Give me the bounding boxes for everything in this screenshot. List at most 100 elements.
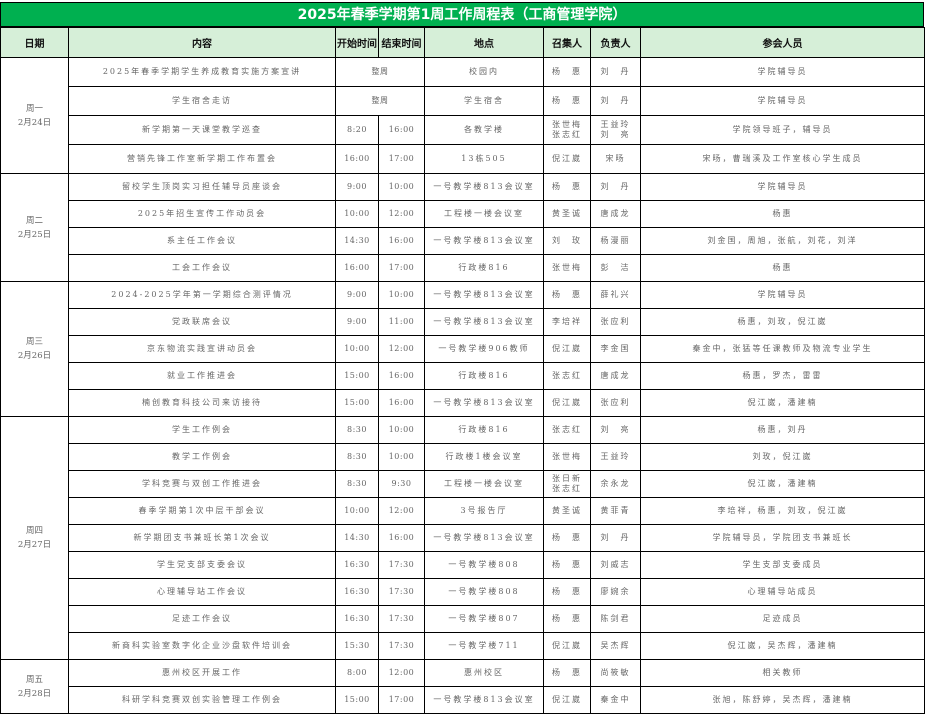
location-cell[interactable]: 一号教学楼711 bbox=[424, 632, 544, 660]
location-cell[interactable]: 一号教学楼813会议室 bbox=[424, 308, 544, 336]
responsible-cell[interactable]: 刘 亮 bbox=[590, 416, 641, 444]
location-cell[interactable]: 学生宿舍 bbox=[424, 86, 544, 116]
start-time-cell[interactable]: 15:00 bbox=[335, 389, 379, 417]
start-time-cell[interactable]: 8:00 bbox=[335, 659, 379, 687]
end-time-cell[interactable]: 16:00 bbox=[378, 524, 425, 552]
end-time-cell[interactable]: 10:00 bbox=[378, 443, 425, 471]
header-content[interactable]: 内容 bbox=[68, 27, 336, 58]
location-cell[interactable]: 一号教学楼813会议室 bbox=[424, 227, 544, 255]
attendees-cell[interactable]: 李培祥，杨惠，刘玫，倪江崴 bbox=[640, 497, 925, 525]
attendees-cell[interactable]: 宋旸，曹瑞溪及工作室核心学生成员 bbox=[640, 144, 925, 174]
convener-cell[interactable]: 黄圣诚 bbox=[543, 497, 591, 525]
content-cell[interactable]: 足迹工作会议 bbox=[68, 605, 336, 633]
end-time-cell[interactable]: 16:00 bbox=[378, 389, 425, 417]
attendees-cell[interactable]: 学生支部支委成员 bbox=[640, 551, 925, 579]
convener-cell[interactable]: 张世梅 张志红 bbox=[543, 115, 591, 145]
attendees-cell[interactable]: 杨惠，罗杰，雷雷 bbox=[640, 362, 925, 390]
responsible-cell[interactable]: 尚筱敏 bbox=[590, 659, 641, 687]
end-time-cell[interactable]: 17:30 bbox=[378, 551, 425, 579]
attendees-cell[interactable]: 学院辅导员 bbox=[640, 86, 925, 116]
attendees-cell[interactable]: 学院辅导员 bbox=[640, 173, 925, 201]
end-time-cell[interactable]: 12:00 bbox=[378, 200, 425, 228]
attendees-cell[interactable]: 心理辅导站成员 bbox=[640, 578, 925, 606]
end-time-cell[interactable]: 11:00 bbox=[378, 308, 425, 336]
end-time-cell[interactable]: 12:00 bbox=[378, 335, 425, 363]
attendees-cell[interactable]: 学院辅导员 bbox=[640, 57, 925, 87]
location-cell[interactable]: 一号教学楼813会议室 bbox=[424, 524, 544, 552]
end-time-cell[interactable]: 16:00 bbox=[378, 115, 425, 145]
location-cell[interactable]: 一号教学楼906教师 bbox=[424, 335, 544, 363]
location-cell[interactable]: 13栋505 bbox=[424, 144, 544, 174]
content-cell[interactable]: 2024-2025学年第一学期综合测评情况 bbox=[68, 281, 336, 309]
attendees-cell[interactable]: 杨惠，刘玫，倪江崴 bbox=[640, 308, 925, 336]
attendees-cell[interactable]: 张旭，陈舒婷，吴杰辉，潘建楠 bbox=[640, 686, 925, 714]
content-cell[interactable]: 就业工作推进会 bbox=[68, 362, 336, 390]
end-time-cell[interactable]: 17:30 bbox=[378, 578, 425, 606]
attendees-cell[interactable]: 杨惠，刘丹 bbox=[640, 416, 925, 444]
location-cell[interactable]: 校园内 bbox=[424, 57, 544, 87]
convener-cell[interactable]: 张志红 bbox=[543, 362, 591, 390]
start-time-cell[interactable]: 9:00 bbox=[335, 281, 379, 309]
header-start-time[interactable]: 开始时间 bbox=[335, 27, 379, 58]
content-cell[interactable]: 学生工作例会 bbox=[68, 416, 336, 444]
responsible-cell[interactable]: 刘 丹 bbox=[590, 173, 641, 201]
content-cell[interactable]: 新学期第一天课堂教学巡查 bbox=[68, 115, 336, 145]
attendees-cell[interactable]: 学院领导班子，辅导员 bbox=[640, 115, 925, 145]
start-time-cell[interactable]: 10:00 bbox=[335, 497, 379, 525]
date-cell[interactable]: 周一 2月24日 bbox=[0, 57, 69, 174]
date-cell[interactable]: 周三 2月26日 bbox=[0, 281, 69, 417]
content-cell[interactable]: 2025年春季学期学生养成教育实施方案宣讲 bbox=[68, 57, 336, 87]
convener-cell[interactable]: 倪江崴 bbox=[543, 632, 591, 660]
content-cell[interactable]: 党政联席会议 bbox=[68, 308, 336, 336]
location-cell[interactable]: 行政楼1楼会议室 bbox=[424, 443, 544, 471]
responsible-cell[interactable]: 刘威志 bbox=[590, 551, 641, 579]
responsible-cell[interactable]: 王益玲 bbox=[590, 443, 641, 471]
attendees-cell[interactable]: 学院辅导员 bbox=[640, 281, 925, 309]
end-time-cell[interactable]: 16:00 bbox=[378, 362, 425, 390]
end-time-cell[interactable]: 9:30 bbox=[378, 470, 425, 498]
attendees-cell[interactable]: 秦金中，张猛等任课教师及物流专业学生 bbox=[640, 335, 925, 363]
content-cell[interactable]: 学科竞赛与双创工作推进会 bbox=[68, 470, 336, 498]
end-time-cell[interactable]: 17:30 bbox=[378, 632, 425, 660]
convener-cell[interactable]: 杨 惠 bbox=[543, 605, 591, 633]
content-cell[interactable]: 惠州校区开展工作 bbox=[68, 659, 336, 687]
start-time-cell[interactable]: 8:20 bbox=[335, 115, 379, 145]
location-cell[interactable]: 一号教学楼808 bbox=[424, 578, 544, 606]
content-cell[interactable]: 系主任工作会议 bbox=[68, 227, 336, 255]
responsible-cell[interactable]: 刘 丹 bbox=[590, 86, 641, 116]
content-cell[interactable]: 春季学期第1次中层干部会议 bbox=[68, 497, 336, 525]
date-cell[interactable]: 周四 2月27日 bbox=[0, 416, 69, 660]
responsible-cell[interactable]: 宋旸 bbox=[590, 144, 641, 174]
convener-cell[interactable]: 杨 惠 bbox=[543, 173, 591, 201]
attendees-cell[interactable]: 杨惠 bbox=[640, 254, 925, 282]
end-time-cell[interactable]: 12:00 bbox=[378, 659, 425, 687]
convener-cell[interactable]: 张日新 张志红 bbox=[543, 470, 591, 498]
responsible-cell[interactable]: 刘 丹 bbox=[590, 524, 641, 552]
attendees-cell[interactable]: 倪江崴，吴杰辉，潘建楠 bbox=[640, 632, 925, 660]
header-location[interactable]: 地点 bbox=[424, 27, 544, 58]
convener-cell[interactable]: 黄圣诚 bbox=[543, 200, 591, 228]
responsible-cell[interactable]: 杨漫丽 bbox=[590, 227, 641, 255]
convener-cell[interactable]: 杨 惠 bbox=[543, 281, 591, 309]
start-time-cell[interactable]: 9:00 bbox=[335, 173, 379, 201]
start-time-cell[interactable]: 8:30 bbox=[335, 470, 379, 498]
attendees-cell[interactable]: 倪江崴，潘建楠 bbox=[640, 470, 925, 498]
content-cell[interactable]: 留校学生顶岗实习担任辅导员座谈会 bbox=[68, 173, 336, 201]
date-cell[interactable]: 周二 2月25日 bbox=[0, 173, 69, 282]
header-convener[interactable]: 召集人 bbox=[543, 27, 591, 58]
start-time-cell[interactable]: 8:30 bbox=[335, 443, 379, 471]
convener-cell[interactable]: 杨 惠 bbox=[543, 524, 591, 552]
convener-cell[interactable]: 倪江崴 bbox=[543, 144, 591, 174]
responsible-cell[interactable]: 余永龙 bbox=[590, 470, 641, 498]
location-cell[interactable]: 一号教学楼813会议室 bbox=[424, 389, 544, 417]
date-cell[interactable]: 周五 2月28日 bbox=[0, 659, 69, 714]
end-time-cell[interactable]: 10:00 bbox=[378, 173, 425, 201]
header-date[interactable]: 日期 bbox=[0, 27, 69, 58]
content-cell[interactable]: 新商科实验室数字化企业沙盘软件培训会 bbox=[68, 632, 336, 660]
responsible-cell[interactable]: 王益玲 刘 亮 bbox=[590, 115, 641, 145]
location-cell[interactable]: 工程楼一楼会议室 bbox=[424, 200, 544, 228]
end-time-cell[interactable]: 10:00 bbox=[378, 281, 425, 309]
location-cell[interactable]: 3号报告厅 bbox=[424, 497, 544, 525]
convener-cell[interactable]: 杨 惠 bbox=[543, 578, 591, 606]
convener-cell[interactable]: 杨 惠 bbox=[543, 659, 591, 687]
